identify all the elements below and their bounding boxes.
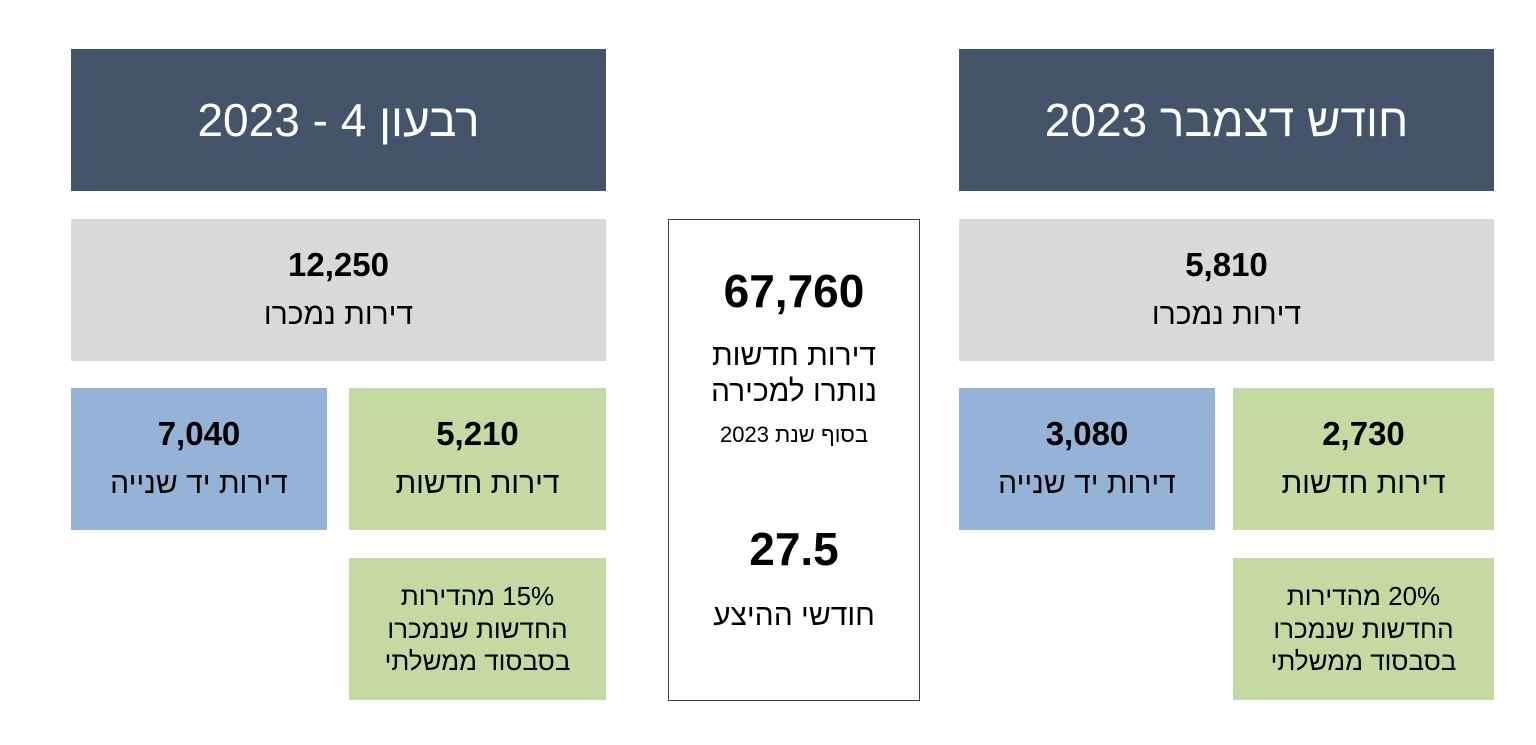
december-new-label: דירות חדשות (1281, 467, 1446, 501)
december-sold-value: 5,810 (1185, 245, 1268, 283)
q4-new-value: 5,210 (436, 414, 519, 452)
inventory-value: 67,760 (723, 265, 865, 317)
december-title: חודש דצמבר 2023 (1044, 94, 1409, 146)
december-new-card: 2,730 דירות חדשות (1233, 388, 1494, 530)
q4-sold-value: 12,250 (288, 245, 389, 283)
q4-new-card: 5,210 דירות חדשות (349, 388, 606, 530)
december-second-hand-card: 3,080 דירות יד שנייה (959, 388, 1215, 530)
inventory-card: 67,760 דירות חדשות נותרו למכירה בסוף שנת… (668, 219, 920, 701)
december-header: חודש דצמבר 2023 (959, 49, 1494, 191)
q4-sold-card: 12,250 דירות נמכרו (71, 219, 606, 361)
q4-header: רבעון 4 - 2023 (71, 49, 606, 191)
december-sold-label: דירות נמכרו (1151, 298, 1302, 332)
supply-months-value: 27.5 (749, 523, 839, 575)
q4-second-hand-value: 7,040 (157, 414, 241, 452)
december-second-hand-value: 3,080 (1045, 414, 1129, 452)
q4-second-hand-card: 7,040 דירות יד שנייה (71, 388, 327, 530)
december-second-hand-label: דירות יד שנייה (998, 467, 1176, 501)
q4-new-label: דירות חדשות (395, 467, 560, 501)
q4-second-hand-label: דירות יד שנייה (110, 467, 288, 501)
december-new-value: 2,730 (1322, 414, 1405, 452)
q4-subsidy-card: 15% מהדירות החדשות שנמכרו בסבסוד ממשלתי (349, 558, 606, 700)
december-subsidy-note: 20% מהדירות החדשות שנמכרו בסבסוד ממשלתי (1270, 581, 1457, 677)
december-sold-card: 5,810 דירות נמכרו (959, 219, 1494, 361)
inventory-sublabel: בסוף שנת 2023 (719, 422, 868, 447)
supply-months-label: חודשי ההיצע (713, 599, 875, 632)
q4-subsidy-note: 15% מהדירות החדשות שנמכרו בסבסוד ממשלתי (384, 581, 571, 677)
q4-title: רבעון 4 - 2023 (197, 94, 480, 146)
december-subsidy-card: 20% מהדירות החדשות שנמכרו בסבסוד ממשלתי (1233, 558, 1494, 700)
inventory-label: דירות חדשות נותרו למכירה (711, 339, 877, 408)
q4-sold-label: דירות נמכרו (263, 298, 414, 332)
